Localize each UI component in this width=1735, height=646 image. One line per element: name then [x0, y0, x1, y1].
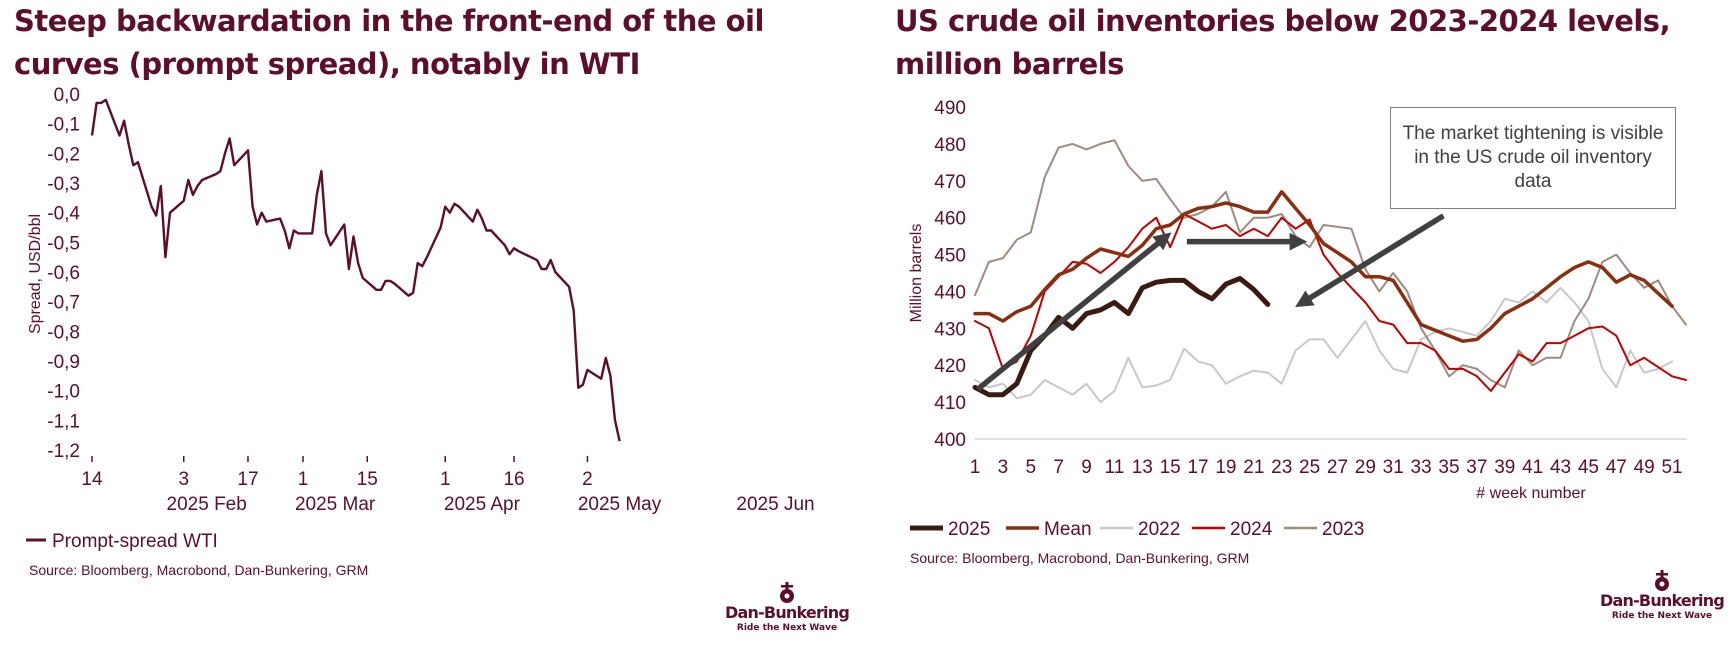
y-tick-label: 430 — [934, 319, 966, 340]
y-axis-title: Spread, USD/bbl — [27, 214, 44, 334]
annotation-callout: The market tightening is visible in the … — [1390, 107, 1676, 209]
logo-name: Dan-Bunkering — [1600, 591, 1725, 610]
x-tick-label: 9 — [1081, 457, 1092, 478]
x-tick-label: 47 — [1606, 457, 1627, 478]
x-tick-label: 3 — [998, 457, 1009, 478]
x-tick-label: 49 — [1634, 457, 1655, 478]
logo-tagline: Ride the Next Wave — [736, 623, 838, 633]
x-tick-label: 2 — [582, 469, 593, 490]
x-tick-label: 3 — [178, 469, 189, 490]
y-tick-label: 420 — [934, 356, 966, 377]
x-tick-label: 41 — [1522, 457, 1543, 478]
x-tick-label: 39 — [1494, 457, 1515, 478]
y-tick-label: 460 — [934, 209, 966, 230]
right-chart-title: US crude oil inventories below 2023-2024… — [895, 4, 1671, 81]
x-tick-label: 1 — [298, 469, 309, 490]
x-tick-label: 5 — [1025, 457, 1036, 478]
logo-name: Dan-Bunkering — [725, 603, 850, 622]
x-tick-label: 19 — [1215, 457, 1236, 478]
series-line-prompt-spread-wti — [90, 98, 621, 442]
x-tick-label: 35 — [1438, 457, 1459, 478]
x-tick-label: 51 — [1661, 457, 1682, 478]
x-tick-label: 15 — [1160, 457, 1181, 478]
y-tick-label: -0,2 — [47, 144, 80, 165]
y-tick-label: 400 — [934, 430, 966, 451]
x-tick-label: 13 — [1132, 457, 1153, 478]
x-tick-label: 33 — [1411, 457, 1432, 478]
x-tick-label: 1 — [440, 469, 451, 490]
y-tick-label: -0,5 — [47, 233, 80, 254]
x-month-label: 2025 Jun — [736, 494, 814, 515]
y-axis-title: Million barrels — [908, 224, 925, 323]
left-chart-title: Steep backwardation in the front-end of … — [14, 4, 764, 81]
left-logo: Dan-Bunkering Ride the Next Wave — [722, 582, 852, 634]
left-source-note: Source: Bloomberg, Macrobond, Dan-Bunker… — [29, 562, 369, 578]
x-axis-title: # week number — [1476, 485, 1586, 502]
x-tick-label: 1 — [970, 457, 981, 478]
x-tick-label: 37 — [1466, 457, 1487, 478]
y-tick-label: -1,1 — [47, 411, 80, 432]
x-month-label: 2025 Apr — [444, 494, 521, 515]
series-line-2025 — [972, 276, 1271, 398]
legend-label-mean: Mean — [1044, 519, 1092, 540]
pointer-arrow-to-2025 — [1295, 213, 1445, 308]
legend-label: Prompt-spread WTI — [52, 531, 218, 552]
x-tick-label: 14 — [81, 469, 103, 490]
x-tick-label: 29 — [1355, 457, 1376, 478]
y-tick-label: 440 — [934, 282, 966, 303]
legend-label-2022: 2022 — [1138, 519, 1180, 540]
x-month-label: 2025 Feb — [167, 494, 247, 515]
y-tick-label: 450 — [934, 246, 966, 267]
x-month-label: 2025 Mar — [295, 494, 376, 515]
x-month-label: 2025 May — [578, 494, 662, 515]
y-tick-label: -0,3 — [47, 174, 80, 195]
x-tick-label: 17 — [237, 469, 258, 490]
right-source-note: Source: Bloomberg, Macrobond, Dan-Bunker… — [910, 550, 1250, 566]
legend-label-2023: 2023 — [1322, 519, 1364, 540]
series-line-mean — [973, 190, 1674, 343]
legend-label-2025: 2025 — [948, 519, 990, 540]
y-tick-label: -1,0 — [47, 382, 80, 403]
x-tick-label: 15 — [357, 469, 378, 490]
y-tick-label: -0,1 — [47, 115, 80, 136]
x-tick-label: 25 — [1299, 457, 1320, 478]
legend-label-2024: 2024 — [1230, 519, 1273, 540]
x-tick-label: 16 — [503, 469, 524, 490]
x-tick-label: 45 — [1578, 457, 1599, 478]
logo-tagline: Ride the Next Wave — [1611, 611, 1713, 621]
y-tick-label: -0,6 — [47, 263, 80, 284]
series-line-2022 — [974, 286, 1674, 404]
x-tick-label: 11 — [1105, 457, 1125, 478]
y-tick-label: -0,7 — [47, 293, 80, 314]
series-line-2024 — [974, 213, 1687, 392]
anchor-logo-icon — [780, 582, 794, 603]
x-tick-label: 17 — [1187, 457, 1208, 478]
trend-arrow-up — [976, 232, 1172, 392]
anchor-logo-icon — [1655, 570, 1669, 591]
y-tick-label: -0,4 — [47, 204, 80, 225]
x-tick-label: 31 — [1383, 457, 1404, 478]
x-tick-label: 7 — [1053, 457, 1064, 478]
y-tick-label: 410 — [934, 393, 966, 414]
right-chart-panel: US crude oil inventories below 2023-2024… — [885, 0, 1735, 646]
x-tick-label: 27 — [1327, 457, 1348, 478]
y-tick-label: -1,2 — [47, 441, 80, 462]
x-tick-label: 21 — [1243, 457, 1264, 478]
y-tick-label: -0,8 — [47, 322, 80, 343]
y-tick-label: 0,0 — [54, 85, 80, 106]
y-tick-label: -0,9 — [47, 352, 80, 373]
x-tick-label: 43 — [1550, 457, 1571, 478]
right-logo: Dan-Bunkering Ride the Next Wave — [1597, 570, 1727, 622]
left-chart-panel: Steep backwardation in the front-end of … — [14, 4, 852, 634]
y-tick-label: 470 — [934, 172, 966, 193]
y-tick-label: 490 — [934, 98, 966, 119]
y-tick-label: 480 — [934, 135, 966, 156]
left-chart-svg: 0,0 -0,1 -0,2 -0,3 -0,4 -0,5 -0,6 -0,7 -0,8 -0,9 -… — [26, 85, 815, 552]
x-tick-label: 23 — [1271, 457, 1292, 478]
